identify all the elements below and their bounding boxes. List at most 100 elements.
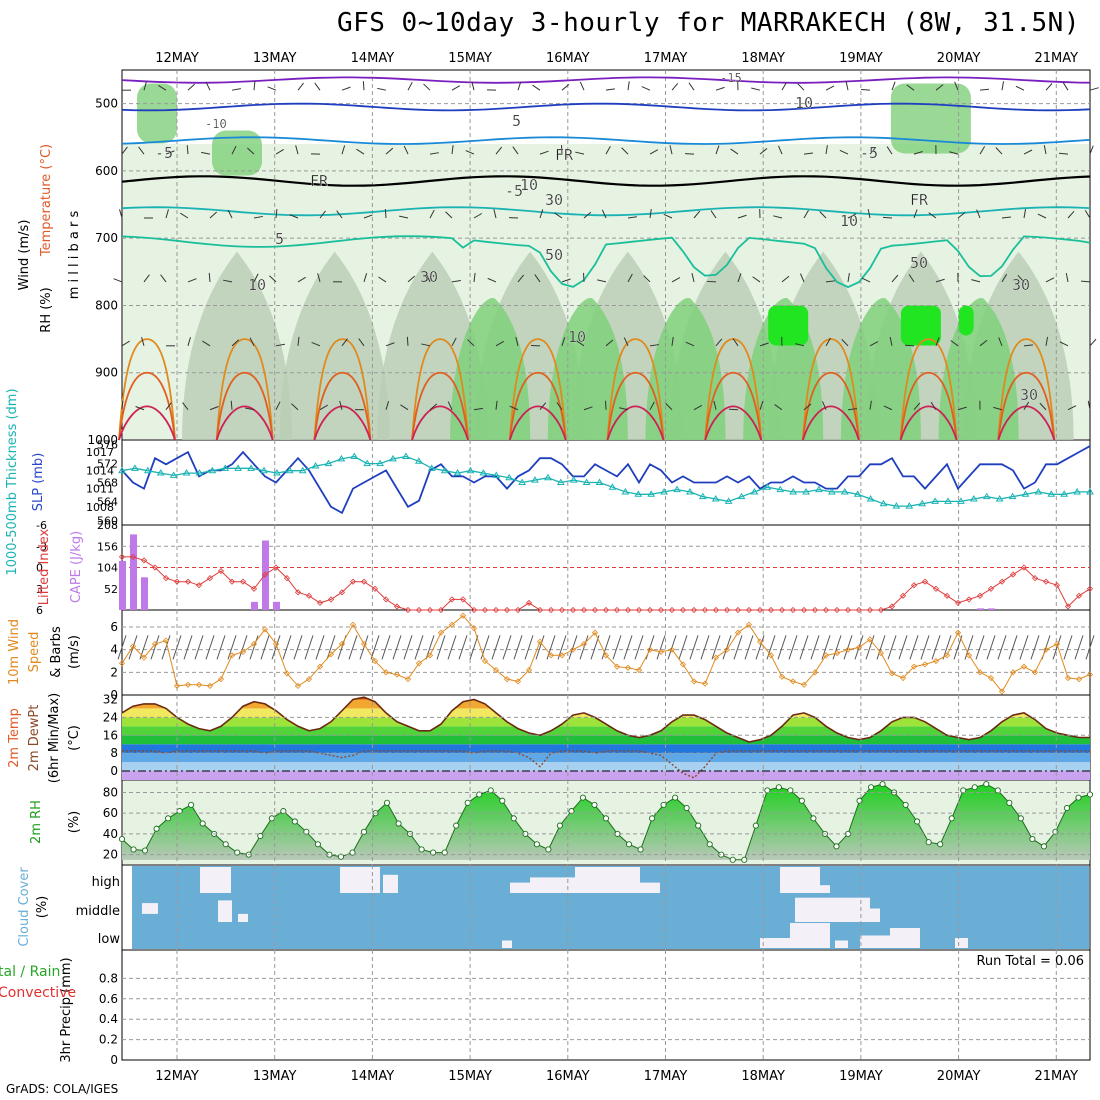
rh-marker — [1086, 791, 1094, 798]
pressure-tick-label: 800 — [95, 298, 118, 312]
thickness-marker — [376, 459, 385, 467]
rh-marker — [199, 820, 206, 827]
rh-shade-upper — [137, 83, 177, 144]
temp-line — [121, 696, 1090, 743]
thickness-marker — [724, 497, 733, 504]
thickness-marker — [892, 502, 901, 509]
wind-barb — [882, 216, 893, 219]
cloud-axis-label-1-line: Cloud Cover — [17, 867, 32, 947]
wind-speed-marker — [1031, 669, 1039, 676]
thickness-marker — [905, 502, 914, 509]
lifted-index-marker — [173, 578, 181, 585]
lifted-index-marker — [349, 578, 357, 585]
rh-marker — [118, 836, 126, 843]
wind-barb — [950, 340, 959, 347]
wind-barb — [231, 145, 237, 155]
lifted-index-marker — [679, 606, 687, 614]
wind-barb — [238, 635, 248, 660]
rh-marker — [1075, 794, 1082, 801]
wind-barb — [773, 215, 783, 219]
wind-barb — [392, 635, 402, 660]
thickness-marker — [944, 497, 952, 504]
wind-speed-marker — [228, 652, 236, 659]
date-label-top: 17MAY — [644, 51, 688, 66]
wind-barb — [928, 212, 937, 219]
contour-label: 30 — [545, 191, 563, 209]
contour-label: 30 — [1020, 386, 1038, 404]
lifted-index-marker — [162, 575, 170, 582]
wind-barb — [730, 148, 739, 155]
wind-barb — [732, 338, 739, 347]
wind-barb — [935, 84, 944, 91]
temperature-contour-diurnal — [997, 371, 1056, 441]
thickness-marker — [1034, 487, 1043, 495]
wind-barb — [957, 406, 967, 411]
wind-barb — [623, 635, 633, 660]
temperature-contour-diurnal — [118, 338, 176, 441]
wind-barb — [348, 635, 358, 660]
lifted-index-marker — [844, 606, 852, 614]
rh-marker — [141, 847, 149, 854]
temperature-contour-diurnal — [313, 405, 372, 441]
wind-barb — [209, 211, 218, 219]
cloud-block-high — [780, 867, 820, 893]
wind-barb — [1080, 280, 1091, 283]
wind-barb — [711, 635, 721, 660]
contour-label: -5 — [860, 144, 878, 162]
wind-speed-marker — [602, 652, 610, 659]
rh-marker — [741, 856, 748, 863]
wind-speed-marker — [690, 678, 698, 685]
lifted-index-marker — [954, 599, 962, 606]
rh-marker — [775, 784, 782, 791]
wind-barb — [341, 338, 348, 347]
wind-speed-marker — [767, 652, 775, 659]
wind-barb — [605, 339, 614, 347]
wind-barb — [1001, 273, 1008, 283]
lifted-index-marker — [371, 585, 379, 592]
wind-barb — [293, 635, 303, 660]
thickness-marker — [272, 469, 281, 476]
lifted-index-marker — [624, 606, 632, 614]
wind-axis-label-2: Speed — [27, 632, 42, 673]
contour-label: 10 — [568, 328, 586, 346]
wind-barb — [597, 279, 607, 283]
lifted-index-marker — [613, 606, 621, 614]
wind-speed-marker — [899, 674, 907, 682]
wind-barb — [1089, 145, 1094, 155]
wind-barb — [381, 635, 391, 660]
rh-marker — [1040, 843, 1047, 850]
rh-marker — [360, 828, 368, 835]
rh-marker — [833, 843, 840, 850]
precip-axis-label-2: tal / Rain — [0, 964, 60, 980]
wind-barb — [119, 209, 123, 219]
wind-barb — [685, 341, 695, 347]
wind-barb — [759, 401, 764, 410]
wind-barb — [275, 208, 278, 219]
wind-barb — [627, 216, 637, 219]
wind-barb — [979, 339, 988, 347]
cloud-block-low — [760, 938, 790, 948]
lifted-index-marker — [250, 585, 258, 592]
temperature-contour-diurnal — [606, 405, 665, 441]
temperature-contour-diurnal — [802, 338, 860, 441]
wind-barb — [253, 215, 263, 219]
upper-wind-label-line: Wind (m/s) — [17, 220, 32, 291]
wind-barb — [473, 407, 483, 411]
wind-speed-marker — [327, 651, 335, 658]
wind-barb — [869, 146, 877, 155]
rh-shade-column — [182, 251, 292, 440]
thickness-marker — [931, 497, 940, 504]
wind-speed-marker — [811, 669, 819, 676]
wind-barb — [619, 407, 629, 411]
rh-marker — [637, 846, 644, 853]
rh-marker — [487, 787, 494, 794]
wind-barb — [400, 404, 409, 411]
temperature-contour-diurnal — [508, 338, 567, 441]
wind-barb — [930, 401, 937, 410]
precip-tick-label: 0.4 — [99, 1012, 118, 1026]
upper-wind-label: Wind (m/s) — [17, 220, 32, 291]
cape-tick-label: 52 — [104, 583, 118, 596]
wind-barb — [165, 150, 175, 155]
thickness-marker — [479, 469, 488, 476]
wind-barb — [825, 280, 835, 283]
